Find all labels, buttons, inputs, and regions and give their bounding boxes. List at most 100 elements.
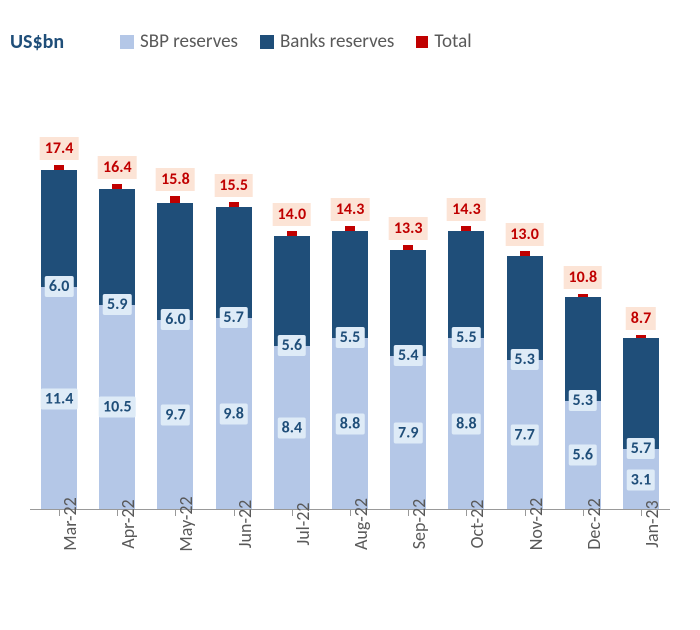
banks-value-label: 5.5	[452, 327, 481, 348]
x-tick-label: Aug-22	[350, 498, 372, 550]
bar-group: 17.4 11.4 6.0	[30, 80, 88, 510]
bar-stack: 10.5 5.9	[99, 189, 135, 510]
bar-stack: 9.8 5.7	[216, 207, 252, 510]
banks-value-label: 5.3	[569, 390, 598, 411]
sbp-segment: 9.8	[216, 318, 252, 510]
bar-group: 16.4 10.5 5.9	[88, 80, 146, 510]
total-value-label: 16.4	[98, 156, 137, 179]
banks-segment: 5.3	[507, 256, 543, 360]
x-tick-label: Oct-22	[466, 500, 488, 549]
bar-group: 15.5 9.8 5.7	[205, 80, 263, 510]
bar-group: 15.8 9.7 6.0	[146, 80, 204, 510]
bar-stack: 5.6 5.3	[565, 297, 601, 510]
sbp-value-label: 8.8	[336, 414, 365, 435]
bar-group: 13.3 7.9 5.4	[379, 80, 437, 510]
banks-segment: 5.6	[274, 236, 310, 345]
x-axis: Mar-22Apr-22May-22Jun-22Jul-22Aug-22Sep-…	[30, 509, 670, 630]
x-tick: Sep-22	[379, 510, 437, 630]
banks-value-label: 5.5	[336, 327, 365, 348]
x-tick: Apr-22	[88, 510, 146, 630]
total-value-label: 17.4	[40, 137, 79, 160]
bar-stack: 3.1 5.7	[623, 338, 659, 510]
legend-swatch	[260, 35, 274, 49]
sbp-value-label: 11.4	[41, 388, 78, 409]
bar-group: 8.7 3.1 5.7	[612, 80, 670, 510]
x-tick-label: Jan-23	[641, 500, 663, 548]
banks-segment: 5.5	[332, 231, 368, 339]
sbp-value-label: 7.9	[394, 422, 423, 443]
reserves-chart: US$bn SBP reserves Banks reserves Total 17…	[0, 0, 700, 630]
x-tick: Dec-22	[554, 510, 612, 630]
sbp-segment: 11.4	[41, 287, 77, 510]
bar-stack: 7.9 5.4	[390, 250, 426, 510]
plot-area: 17.4 11.4 6.0 16.4 10.5 5.9 15.8 9.7 6.0 15.5 9.8 5…	[30, 80, 670, 510]
bar-stack: 9.7 6.0	[157, 203, 193, 510]
banks-value-label: 5.3	[510, 349, 539, 370]
sbp-value-label: 3.1	[627, 469, 656, 490]
total-value-label: 15.8	[156, 168, 195, 191]
legend-label: SBP reserves	[140, 30, 238, 53]
banks-segment: 5.9	[99, 189, 135, 304]
y-axis-label: US$bn	[10, 30, 64, 54]
legend: SBP reserves Banks reserves Total	[120, 30, 472, 53]
banks-value-label: 6.0	[161, 309, 190, 330]
sbp-value-label: 8.4	[278, 417, 307, 438]
banks-segment: 5.4	[390, 250, 426, 356]
sbp-value-label: 7.7	[510, 424, 539, 445]
sbp-value-label: 10.5	[99, 397, 136, 418]
bars-row: 17.4 11.4 6.0 16.4 10.5 5.9 15.8 9.7 6.0 15.5 9.8 5…	[30, 80, 670, 510]
legend-item: Total	[416, 30, 471, 53]
sbp-segment: 10.5	[99, 305, 135, 510]
x-tick: Jul-22	[263, 510, 321, 630]
bar-group: 13.0 7.7 5.3	[496, 80, 554, 510]
x-tick-label: Apr-22	[117, 499, 139, 548]
bar-group: 14.3 8.8 5.5	[437, 80, 495, 510]
banks-value-label: 5.7	[219, 307, 248, 328]
x-tick: Nov-22	[496, 510, 554, 630]
bar-stack: 7.7 5.3	[507, 256, 543, 510]
x-tick: May-22	[146, 510, 204, 630]
total-value-label: 14.0	[273, 203, 312, 226]
legend-swatch	[416, 36, 428, 48]
total-value-label: 8.7	[626, 307, 657, 330]
total-value-label: 14.3	[447, 198, 486, 221]
legend-label: Banks reserves	[280, 30, 394, 53]
sbp-segment: 8.8	[448, 338, 484, 510]
total-value-label: 13.3	[389, 217, 428, 240]
sbp-segment: 7.7	[507, 360, 543, 511]
x-tick: Oct-22	[437, 510, 495, 630]
banks-segment: 5.7	[216, 207, 252, 318]
banks-segment: 5.7	[623, 338, 659, 449]
legend-label: Total	[434, 30, 471, 53]
legend-swatch	[120, 35, 134, 49]
x-tick-label: Mar-22	[59, 497, 81, 551]
legend-item: SBP reserves	[120, 30, 238, 53]
total-value-label: 13.0	[505, 223, 544, 246]
x-tick-label: Nov-22	[525, 498, 547, 551]
banks-segment: 5.3	[565, 297, 601, 401]
legend-item: Banks reserves	[260, 30, 394, 53]
bar-stack: 8.8 5.5	[448, 231, 484, 511]
total-value-label: 10.8	[563, 266, 602, 289]
banks-value-label: 5.4	[394, 345, 423, 366]
sbp-value-label: 8.8	[452, 414, 481, 435]
banks-value-label: 5.7	[627, 438, 656, 459]
total-value-label: 14.3	[331, 198, 370, 221]
bar-group: 14.0 8.4 5.6	[263, 80, 321, 510]
sbp-segment: 9.7	[157, 320, 193, 510]
bar-group: 14.3 8.8 5.5	[321, 80, 379, 510]
bar-stack: 11.4 6.0	[41, 170, 77, 510]
banks-segment: 6.0	[41, 170, 77, 287]
banks-segment: 6.0	[157, 203, 193, 320]
sbp-value-label: 5.6	[569, 445, 598, 466]
x-tick: Jan-23	[612, 510, 670, 630]
sbp-value-label: 9.7	[161, 405, 190, 426]
sbp-value-label: 9.8	[219, 404, 248, 425]
x-tick-label: Jun-22	[234, 500, 256, 548]
total-value-label: 15.5	[214, 174, 253, 197]
bar-group: 10.8 5.6 5.3	[554, 80, 612, 510]
x-tick-label: Jul-22	[292, 502, 314, 545]
sbp-segment: 5.6	[565, 401, 601, 510]
sbp-segment: 8.4	[274, 346, 310, 510]
banks-value-label: 5.6	[278, 335, 307, 356]
